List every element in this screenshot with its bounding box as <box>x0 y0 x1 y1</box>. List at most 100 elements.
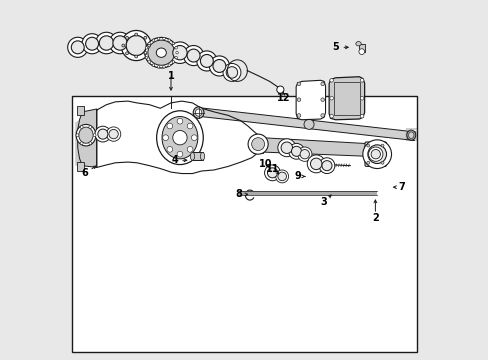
Ellipse shape <box>276 86 284 93</box>
Ellipse shape <box>367 145 386 163</box>
Bar <box>358 44 364 51</box>
Bar <box>72 96 416 352</box>
Bar <box>333 82 359 115</box>
Ellipse shape <box>172 42 174 45</box>
Ellipse shape <box>67 37 88 57</box>
Ellipse shape <box>172 45 187 60</box>
Ellipse shape <box>319 158 334 174</box>
Ellipse shape <box>143 36 146 39</box>
Ellipse shape <box>122 44 124 47</box>
Ellipse shape <box>109 130 118 139</box>
Ellipse shape <box>177 151 183 157</box>
Polygon shape <box>197 108 414 140</box>
Ellipse shape <box>306 155 325 173</box>
Bar <box>77 162 83 171</box>
Ellipse shape <box>121 31 151 60</box>
Ellipse shape <box>98 129 108 139</box>
Ellipse shape <box>362 140 391 168</box>
FancyBboxPatch shape <box>364 142 386 166</box>
Ellipse shape <box>147 44 150 47</box>
Ellipse shape <box>163 37 165 40</box>
Ellipse shape <box>320 114 324 117</box>
Ellipse shape <box>157 66 160 68</box>
Text: 6: 6 <box>81 168 88 178</box>
Ellipse shape <box>187 147 193 152</box>
Ellipse shape <box>80 142 83 145</box>
Ellipse shape <box>223 63 241 81</box>
Ellipse shape <box>145 46 147 49</box>
Ellipse shape <box>113 36 127 50</box>
Ellipse shape <box>144 51 146 54</box>
Ellipse shape <box>297 82 300 86</box>
Text: 12: 12 <box>276 93 289 103</box>
Ellipse shape <box>135 33 137 36</box>
Ellipse shape <box>125 52 128 55</box>
Ellipse shape <box>195 109 202 116</box>
Ellipse shape <box>267 168 277 178</box>
Ellipse shape <box>85 37 99 50</box>
Ellipse shape <box>300 149 309 159</box>
Ellipse shape <box>196 51 217 71</box>
Ellipse shape <box>143 52 146 55</box>
Ellipse shape <box>135 55 137 58</box>
Ellipse shape <box>162 117 198 159</box>
Ellipse shape <box>148 60 150 63</box>
Ellipse shape <box>360 96 363 100</box>
Ellipse shape <box>76 134 79 136</box>
Ellipse shape <box>172 60 174 63</box>
Text: 2: 2 <box>371 213 378 222</box>
Ellipse shape <box>169 42 190 63</box>
Ellipse shape <box>281 142 292 153</box>
Ellipse shape <box>406 130 415 140</box>
Ellipse shape <box>329 78 333 82</box>
Ellipse shape <box>209 56 229 76</box>
Polygon shape <box>78 109 97 167</box>
Ellipse shape <box>310 158 321 170</box>
Polygon shape <box>239 192 376 195</box>
Ellipse shape <box>172 131 187 145</box>
Ellipse shape <box>297 147 311 161</box>
Ellipse shape <box>320 82 324 86</box>
Ellipse shape <box>80 126 83 129</box>
Polygon shape <box>75 109 97 167</box>
Text: 10: 10 <box>258 159 271 169</box>
Polygon shape <box>261 138 376 157</box>
Text: 11: 11 <box>265 164 279 174</box>
Text: 1: 1 <box>167 71 174 81</box>
Ellipse shape <box>93 134 96 136</box>
Ellipse shape <box>277 139 295 157</box>
Ellipse shape <box>99 36 113 50</box>
Ellipse shape <box>358 49 364 54</box>
Ellipse shape <box>126 36 146 55</box>
Text: 5: 5 <box>332 42 339 52</box>
Ellipse shape <box>360 114 363 118</box>
Ellipse shape <box>175 46 177 49</box>
Ellipse shape <box>380 144 383 147</box>
Ellipse shape <box>167 39 170 41</box>
Ellipse shape <box>156 48 166 57</box>
Ellipse shape <box>247 134 267 154</box>
Ellipse shape <box>200 152 204 160</box>
Ellipse shape <box>193 107 203 118</box>
Ellipse shape <box>320 98 324 102</box>
Ellipse shape <box>125 36 128 39</box>
Ellipse shape <box>167 64 170 66</box>
Ellipse shape <box>190 152 194 160</box>
Ellipse shape <box>291 146 301 156</box>
Ellipse shape <box>89 126 92 129</box>
Ellipse shape <box>408 132 413 138</box>
Ellipse shape <box>360 78 363 82</box>
Ellipse shape <box>187 49 200 62</box>
Text: 4: 4 <box>171 155 178 165</box>
Ellipse shape <box>275 170 288 183</box>
Ellipse shape <box>321 161 331 171</box>
Ellipse shape <box>152 39 154 41</box>
Ellipse shape <box>71 41 84 54</box>
Bar <box>77 107 83 116</box>
Ellipse shape <box>368 147 382 161</box>
Polygon shape <box>328 77 364 120</box>
Ellipse shape <box>366 161 369 164</box>
Ellipse shape <box>297 98 300 102</box>
Ellipse shape <box>163 135 168 140</box>
Ellipse shape <box>175 57 177 59</box>
